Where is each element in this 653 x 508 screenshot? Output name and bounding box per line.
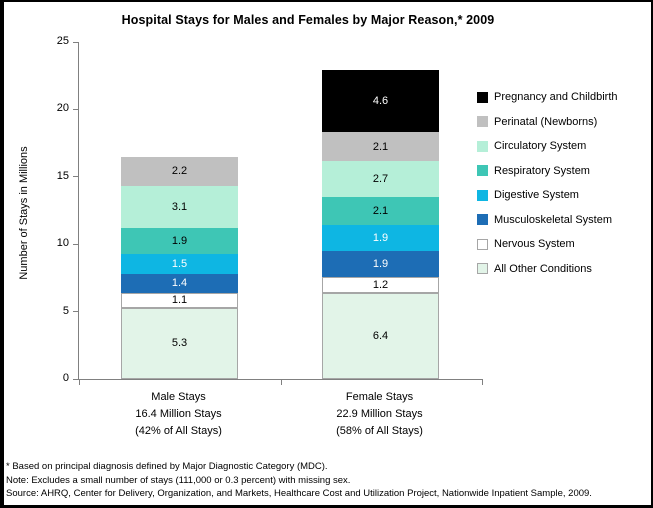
y-tick-mark	[73, 243, 78, 245]
bar-segment: 6.4	[322, 292, 439, 379]
bar-segment: 2.1	[322, 197, 439, 226]
legend-label: Digestive System	[494, 189, 579, 201]
segment-value-label: 1.4	[171, 277, 188, 290]
bar-segment: 1.2	[322, 276, 439, 293]
footnote-line: Note: Excludes a small number of stays (…	[6, 474, 351, 486]
bar-segment: 1.5	[121, 253, 238, 274]
y-tick-mark	[73, 176, 78, 178]
y-tick-label: 15	[56, 169, 69, 182]
segment-value-label: 3.1	[171, 201, 188, 214]
footnotes: * Based on principal diagnosis defined b…	[6, 460, 592, 501]
legend-swatch	[477, 263, 488, 274]
legend-swatch	[477, 91, 488, 103]
bar-segment: 5.3	[121, 307, 238, 379]
legend-swatch	[477, 189, 488, 201]
footnote-line: * Based on principal diagnosis defined b…	[6, 461, 328, 472]
legend-label: Nervous System	[494, 238, 575, 250]
segment-value-label: 2.1	[372, 205, 389, 218]
legend-label: Perinatal (Newborns)	[494, 115, 598, 128]
segment-value-label: 1.1	[171, 294, 188, 307]
bar-segment: 1.9	[121, 228, 238, 254]
legend: Pregnancy and Childbirth Perinatal (Newbo…	[477, 91, 618, 275]
bar-segment: 2.7	[322, 160, 439, 198]
legend-label: All Other Conditions	[494, 262, 592, 275]
bar-segment: 1.4	[121, 273, 238, 293]
x-tick-mark	[281, 380, 282, 385]
y-tick-label: 0	[62, 372, 69, 384]
y-tick-mark	[73, 311, 78, 313]
x-category-label-line: Male Stays	[151, 391, 206, 403]
legend-item: Circulatory System	[477, 140, 618, 152]
bar-segment: 3.1	[121, 186, 238, 229]
segment-value-label: 1.9	[372, 232, 389, 245]
legend-swatch	[477, 214, 488, 225]
bar-segment: 1.9	[322, 250, 439, 277]
bar-segment: 2.1	[322, 132, 439, 161]
y-tick-label: 10	[56, 237, 69, 250]
bar-segment: 1.1	[121, 292, 238, 308]
segment-value-label: 2.7	[372, 172, 389, 185]
x-category-label: Female Stays 22.9 Million Stays (58% of Al…	[270, 389, 490, 440]
segment-value-label: 4.6	[372, 95, 389, 108]
segment-value-label: 2.1	[372, 140, 389, 153]
y-tick-mark	[73, 108, 78, 110]
segment-value-label: 5.3	[171, 337, 188, 350]
legend-label: Musculoskeletal System	[494, 213, 612, 226]
legend-item: Respiratory System	[477, 165, 618, 177]
stacked-bar-female: 6.4 1.2 1.9 1.9 2.1 2.7 2.1 4.6	[322, 70, 439, 379]
segment-value-label: 1.5	[171, 257, 188, 270]
segment-value-label: 1.9	[372, 257, 389, 270]
stacked-bar-male: 5.3 1.1 1.4 1.5 1.9 3.1 2.2	[121, 156, 238, 379]
legend-swatch	[477, 140, 488, 152]
segment-value-label: 1.9	[171, 234, 188, 247]
y-tick-label: 5	[62, 304, 69, 317]
bar-segment: 4.6	[322, 70, 439, 133]
plot-area: 0 5 10 15 20 25 5.3 1.1 1.4 1.5 1.9 3.1 2.2 6.4 1.2 1.9…	[57, 35, 483, 385]
legend-item: Nervous System	[477, 238, 618, 250]
x-tick-mark	[482, 380, 483, 385]
y-tick-label: 25	[56, 35, 69, 47]
legend-item: Musculoskeletal System	[477, 214, 618, 226]
x-category-label: Male Stays 16.4 Million Stays (42% of All …	[69, 389, 289, 440]
footnote-line: Source: AHRQ, Center for Delivery, Organ…	[6, 488, 592, 499]
x-tick-mark	[79, 380, 80, 385]
segment-value-label: 1.2	[372, 278, 389, 291]
y-axis-label: Number of Stays in Millions	[18, 146, 30, 280]
legend-label: Circulatory System	[494, 140, 587, 152]
y-tick-mark	[73, 378, 78, 380]
y-tick-mark	[73, 41, 78, 43]
legend-label: Pregnancy and Childbirth	[494, 91, 618, 103]
x-category-label-line: Female Stays	[345, 391, 414, 403]
legend-swatch	[477, 116, 488, 127]
chart-title: Hospital Stays for Males and Females by …	[121, 13, 495, 27]
x-category-label-line: 22.9 Million Stays	[336, 408, 423, 420]
x-category-label-line: 16.4 Million Stays	[135, 408, 222, 420]
y-tick-label: 20	[56, 102, 69, 115]
legend-swatch	[477, 165, 488, 176]
legend-swatch	[477, 238, 488, 250]
bar-segment: 1.9	[322, 225, 439, 251]
legend-label: Respiratory System	[494, 164, 590, 177]
x-category-label-line: (58% of All Stays)	[336, 425, 423, 437]
segment-value-label: 2.2	[171, 165, 188, 178]
x-category-label-line: (42% of All Stays)	[135, 425, 222, 437]
segment-value-label: 6.4	[372, 329, 389, 342]
legend-item: Perinatal (Newborns)	[477, 116, 618, 128]
legend-item: Digestive System	[477, 189, 618, 201]
bar-segment: 2.2	[121, 156, 238, 187]
legend-item: Pregnancy and Childbirth	[477, 91, 618, 103]
legend-item: All Other Conditions	[477, 263, 618, 275]
